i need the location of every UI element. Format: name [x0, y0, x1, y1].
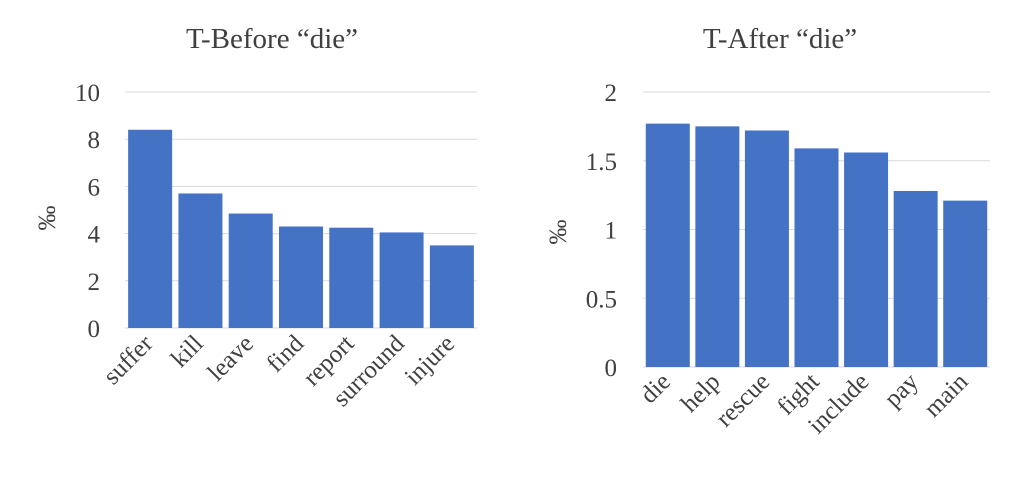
y-axis-label: ‰	[545, 220, 572, 245]
bar-die	[645, 123, 690, 367]
x-tick-label: die	[635, 368, 676, 409]
chart-title: T-Before “die”	[186, 23, 358, 55]
bar-leave	[228, 213, 273, 328]
bar-find	[279, 226, 323, 328]
chart-title: T-After “die”	[703, 23, 857, 55]
y-tick-label: 1	[605, 218, 618, 245]
y-tick-label: 0	[88, 316, 101, 343]
y-tick-label: 10	[75, 80, 100, 107]
x-tick-label: main	[919, 368, 974, 423]
bar-suffer	[128, 129, 173, 328]
x-tick-label: rescue	[711, 368, 775, 432]
x-tick-label: leave	[203, 330, 259, 386]
bar-pay	[893, 191, 938, 367]
y-tick-label: 0.5	[586, 286, 617, 313]
bar-include	[844, 152, 889, 367]
bar-report	[329, 227, 374, 328]
y-tick-label: 4	[88, 222, 101, 249]
bar-main	[943, 200, 988, 367]
y-tick-label: 0	[605, 355, 618, 382]
y-tick-label: 6	[88, 174, 101, 201]
y-tick-label: 8	[88, 127, 101, 154]
bar-kill	[178, 193, 223, 328]
bar-injure	[429, 245, 474, 328]
y-tick-label: 1.5	[586, 149, 617, 176]
y-tick-label: 2	[88, 269, 101, 296]
bar-surround	[379, 232, 424, 328]
y-tick-label: 2	[605, 80, 618, 107]
x-tick-label: injure	[400, 330, 460, 390]
bar-help	[695, 126, 740, 367]
bar-rescue	[744, 130, 789, 367]
y-axis-label: ‰	[34, 206, 61, 231]
x-tick-label: suffer	[98, 330, 158, 390]
bar-fight	[794, 148, 839, 367]
x-tick-label: pay	[879, 368, 924, 413]
